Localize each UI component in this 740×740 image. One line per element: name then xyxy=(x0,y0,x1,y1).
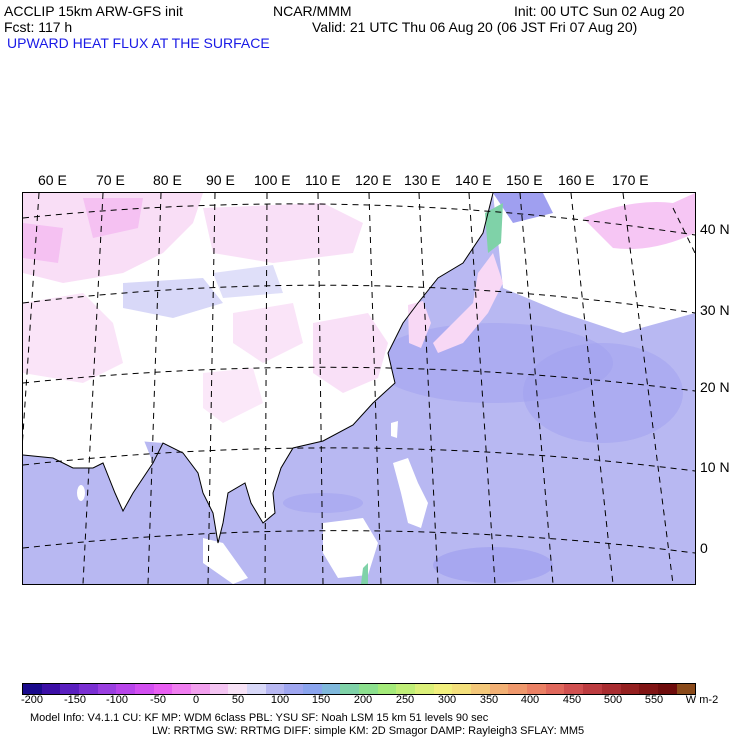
colorbar-units: W m-2 xyxy=(685,694,719,706)
center-label: NCAR/MMM xyxy=(273,3,352,19)
lon-label: 130 E xyxy=(404,172,441,188)
valid-time: Valid: 21 UTC Thu 06 Aug 20 (06 JST Fri … xyxy=(312,19,638,35)
colorbar-swatch xyxy=(97,684,117,694)
colorbar-tick: 100 xyxy=(270,694,290,706)
korea-peninsula xyxy=(408,301,431,348)
colorbar-swatch xyxy=(452,684,472,694)
graticule xyxy=(23,193,695,584)
lat-label: 20 N xyxy=(700,379,730,395)
lon-label: 160 E xyxy=(558,172,595,188)
lat-label: 40 N xyxy=(700,221,730,237)
colorbar-tick: 200 xyxy=(353,694,373,706)
colorbar-tick: 250 xyxy=(395,694,415,706)
colorbar-swatch xyxy=(657,684,677,694)
lat-label: 0 xyxy=(700,540,708,556)
colorbar-tick: 0 xyxy=(192,694,200,706)
colorbar-swatch xyxy=(359,684,378,694)
taiwan-island xyxy=(391,421,398,438)
colorbar-swatch xyxy=(433,684,453,694)
colorbar-swatch xyxy=(303,684,322,694)
colorbar-tick: -50 xyxy=(150,694,166,706)
field-title: UPWARD HEAT FLUX AT THE SURFACE xyxy=(7,35,270,51)
model-info-line2: LW: RRTMG SW: RRTMG DIFF: simple KM: 2D … xyxy=(152,725,585,737)
colorbar-swatch xyxy=(284,684,304,694)
colorbar-tick: 150 xyxy=(311,694,331,706)
colorbar-swatch xyxy=(191,684,210,694)
colorbar-tick: 450 xyxy=(562,694,582,706)
lon-label: 150 E xyxy=(506,172,543,188)
colorbar-swatch xyxy=(564,684,584,694)
heat-flux-map xyxy=(22,192,696,585)
colorbar-swatch xyxy=(209,684,229,694)
colorbar-tick: 350 xyxy=(479,694,499,706)
lon-label: 120 E xyxy=(355,172,392,188)
lat-label: 10 N xyxy=(700,459,730,475)
colorbar-swatch xyxy=(527,684,546,694)
colorbar-tick: 400 xyxy=(520,694,540,706)
colorbar-swatch xyxy=(60,684,80,694)
lon-label: 140 E xyxy=(455,172,492,188)
sumatra-island xyxy=(203,538,248,584)
okhotsk-sea xyxy=(493,193,553,223)
northwest-pacific-pink-area xyxy=(583,193,695,249)
colorbar-swatch xyxy=(583,684,602,694)
india-peninsula xyxy=(103,433,153,511)
japan-islands xyxy=(433,253,503,353)
model-title: ACCLIP 15km ARW-GFS init xyxy=(4,3,183,19)
colorbar-swatch xyxy=(620,684,640,694)
colorbar-swatch xyxy=(172,684,192,694)
colorbar-swatch xyxy=(489,684,509,694)
lon-label: 60 E xyxy=(38,172,67,188)
colorbar-tick: -200 xyxy=(20,694,44,706)
colorbar-swatch xyxy=(676,684,696,694)
lon-label: 70 E xyxy=(96,172,125,188)
colorbar-swatch xyxy=(601,684,621,694)
borneo-island xyxy=(323,518,378,578)
philippines-islands xyxy=(393,458,428,528)
colorbar-swatch xyxy=(639,684,658,694)
colorbar-tick: -100 xyxy=(105,694,129,706)
colorbar-swatch xyxy=(415,684,434,694)
colorbar-swatch xyxy=(471,684,490,694)
colorbar-swatch xyxy=(116,684,136,694)
colorbar-swatch xyxy=(135,684,154,694)
colorbar-tick: -150 xyxy=(63,694,87,706)
lon-label: 90 E xyxy=(206,172,235,188)
colorbar-swatch xyxy=(377,684,397,694)
lon-label: 100 E xyxy=(254,172,291,188)
colorbar-swatch xyxy=(265,684,285,694)
model-info-line1: Model Info: V4.1.1 CU: KF MP: WDM 6class… xyxy=(30,712,489,724)
colorbar-tick: 50 xyxy=(231,694,245,706)
colorbar-swatch xyxy=(228,684,248,694)
sri-lanka-island xyxy=(77,485,85,501)
colorbar-swatch xyxy=(508,684,528,694)
colorbar-swatch xyxy=(396,684,416,694)
colorbar-swatch xyxy=(79,684,98,694)
land-flux-patches xyxy=(23,193,388,423)
colorbar xyxy=(22,683,696,695)
coastline xyxy=(23,193,494,544)
colorbar-swatch xyxy=(23,684,42,694)
sakhalin-island xyxy=(485,203,503,253)
colorbar-tick: 550 xyxy=(644,694,664,706)
colorbar-swatch xyxy=(153,684,173,694)
lon-label: 170 E xyxy=(612,172,649,188)
sulawesi-green-patch xyxy=(361,563,368,584)
colorbar-swatch xyxy=(321,684,341,694)
lon-label: 110 E xyxy=(305,172,341,188)
lon-label: 80 E xyxy=(153,172,182,188)
colorbar-swatch xyxy=(545,684,565,694)
colorbar-swatch xyxy=(247,684,266,694)
colorbar-tick: 500 xyxy=(603,694,623,706)
colorbar-swatch xyxy=(41,684,61,694)
map-canvas xyxy=(23,193,695,584)
lat-label: 30 N xyxy=(700,302,730,318)
colorbar-swatch xyxy=(340,684,360,694)
colorbar-tick: 300 xyxy=(437,694,457,706)
init-time: Init: 00 UTC Sun 02 Aug 20 xyxy=(514,3,685,19)
forecast-hour: Fcst: 117 h xyxy=(4,19,73,35)
